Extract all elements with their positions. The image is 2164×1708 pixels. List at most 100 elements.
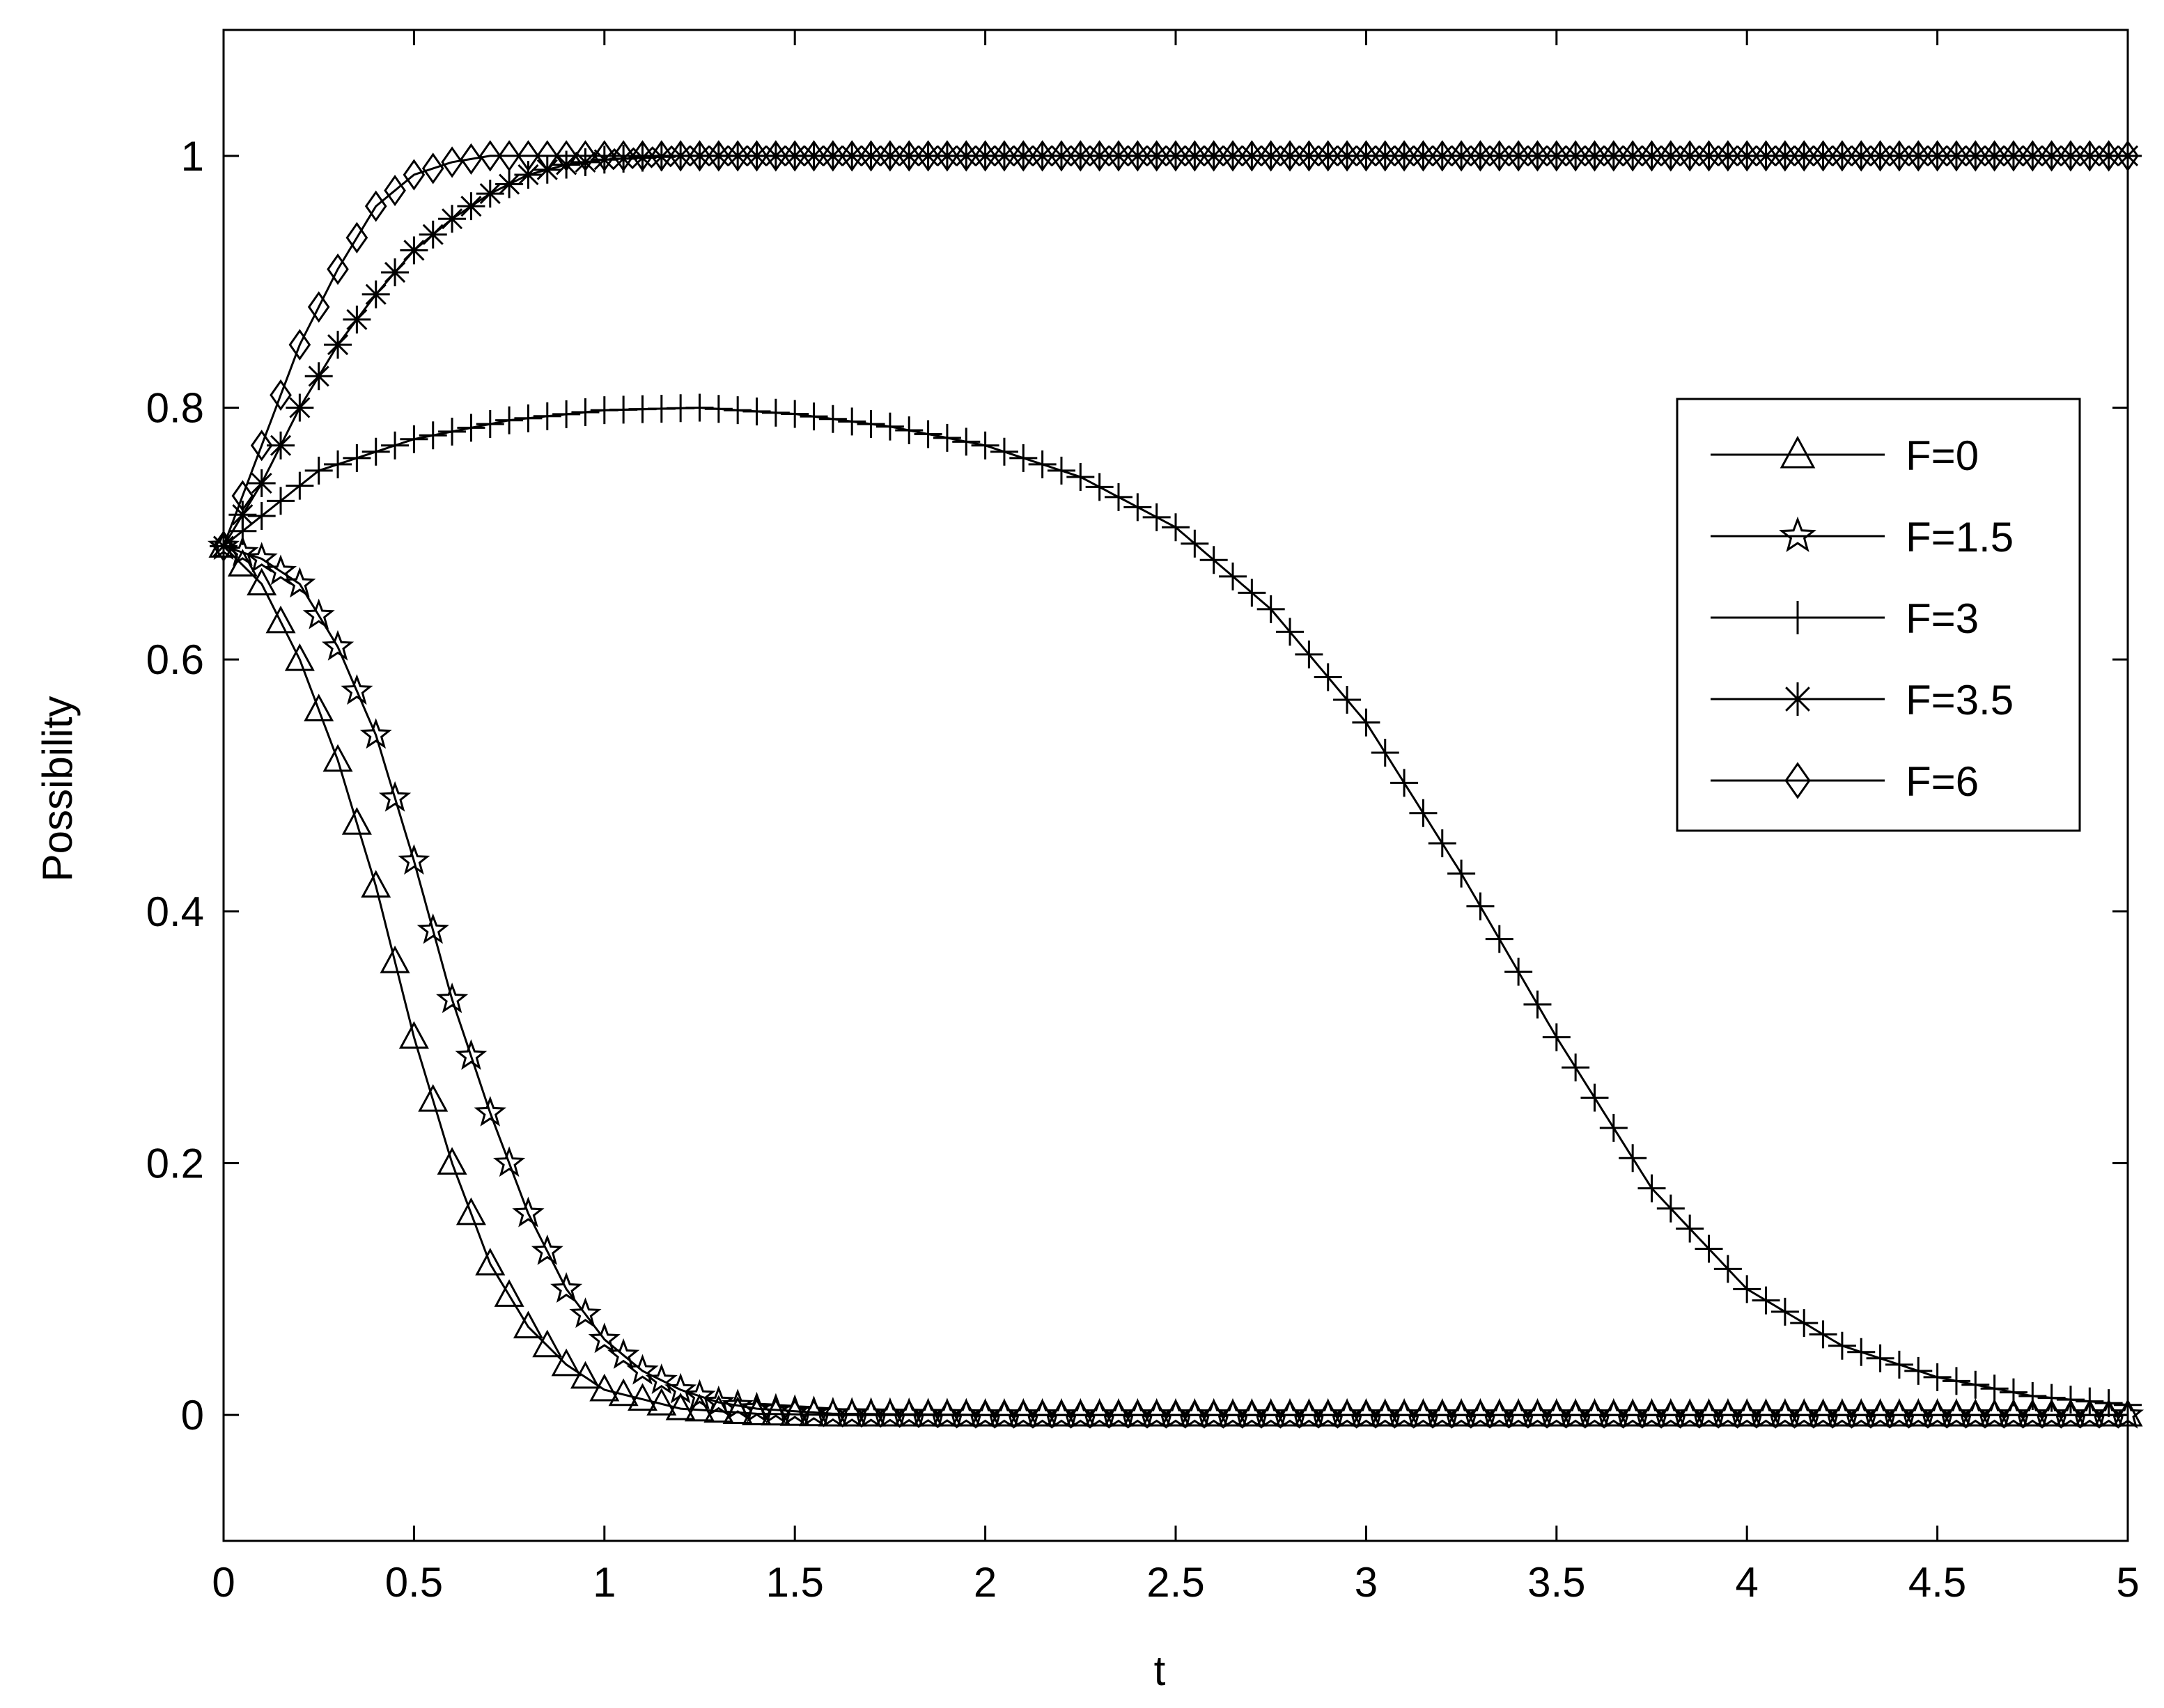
data-point [1560,1399,1591,1427]
data-point [419,421,447,450]
data-point [1126,140,1149,172]
data-point [2097,140,2120,172]
data-point [1754,140,1777,172]
data-point [1389,1399,1419,1427]
data-point [971,431,999,460]
data-point [1926,140,1949,172]
data-point [1431,140,1454,172]
data-point [1485,925,1513,953]
data-point [1123,493,1152,522]
data-point [288,329,311,361]
data-point [1202,140,1225,172]
data-point [1217,1399,1248,1427]
data-point [626,1354,659,1385]
data-point [284,643,315,671]
data-point [588,1322,621,1354]
data-point [1733,1275,1761,1303]
data-point [1695,1235,1723,1263]
data-point [1484,1399,1515,1427]
data-point [1583,140,1606,172]
data-point [1884,1399,1915,1427]
data-point [664,1372,697,1404]
data-point [645,1363,678,1395]
data-point [517,140,540,172]
data-point [1847,1338,1876,1366]
data-point [608,1378,639,1407]
data-point [1736,140,1759,172]
data-point [1275,1399,1305,1427]
data-point [779,1394,811,1425]
data-point [381,431,410,460]
data-point [1850,140,1873,172]
data-point [1336,140,1358,172]
data-point [475,1248,506,1276]
data-point [2056,1386,2085,1414]
data-point [1088,140,1111,172]
data-point [1731,1399,1762,1427]
data-point [438,417,467,446]
data-point [1012,140,1035,172]
data-point [321,629,355,661]
data-point [1165,140,1187,172]
x-tick-label: 2 [974,1559,997,1606]
series-layer [207,140,2144,1429]
data-point [1599,1113,1628,1142]
data-point [436,982,469,1014]
data-point [228,501,257,529]
data-point [264,554,297,586]
data-point [974,140,997,172]
data-point [531,1234,563,1265]
data-point [283,567,316,598]
data-point [970,1399,1001,1427]
data-point [989,1399,1020,1427]
data-point [1107,140,1130,172]
data-point [343,444,371,472]
data-point [1579,1399,1610,1427]
data-point [361,437,390,466]
data-point [917,140,940,172]
legend-entry: F=1.5 [1711,514,2014,561]
data-point [742,397,771,425]
data-point [1621,140,1644,172]
data-point [1979,1399,2010,1427]
data-point [1523,990,1552,1019]
data-point [1922,1399,1953,1427]
data-point [1541,1399,1572,1427]
data-point [457,414,485,442]
data-point [286,393,314,422]
data-point [669,140,692,172]
data-point [745,140,768,172]
data-point [685,393,714,422]
data-point [536,140,559,172]
data-point [1332,1399,1362,1427]
data-point [267,487,295,515]
data-point [797,1395,830,1427]
data-point [1219,562,1247,590]
data-point [740,1391,773,1423]
data-point [378,781,412,812]
data-point [1450,140,1472,172]
data-point [1240,140,1263,172]
data-point [1298,140,1321,172]
data-point [1371,738,1399,767]
data-point [1179,1399,1210,1427]
data-point [933,423,961,452]
data-point [2055,1399,2086,1427]
data-point [555,140,577,172]
data-point [1656,1194,1685,1223]
data-point [913,1399,944,1427]
data-point [993,140,1015,172]
data-point [1656,1399,1686,1427]
data-point [247,567,277,596]
data-point [1355,140,1378,172]
data-point [457,192,485,221]
data-point [1446,1399,1477,1427]
data-point [726,140,749,172]
data-point [1238,579,1266,607]
data-point [2074,1399,2105,1427]
data-point [1770,1297,1799,1326]
data-point [345,221,368,253]
data-point [1104,483,1132,511]
data-point [361,280,390,308]
data-point [784,140,807,172]
